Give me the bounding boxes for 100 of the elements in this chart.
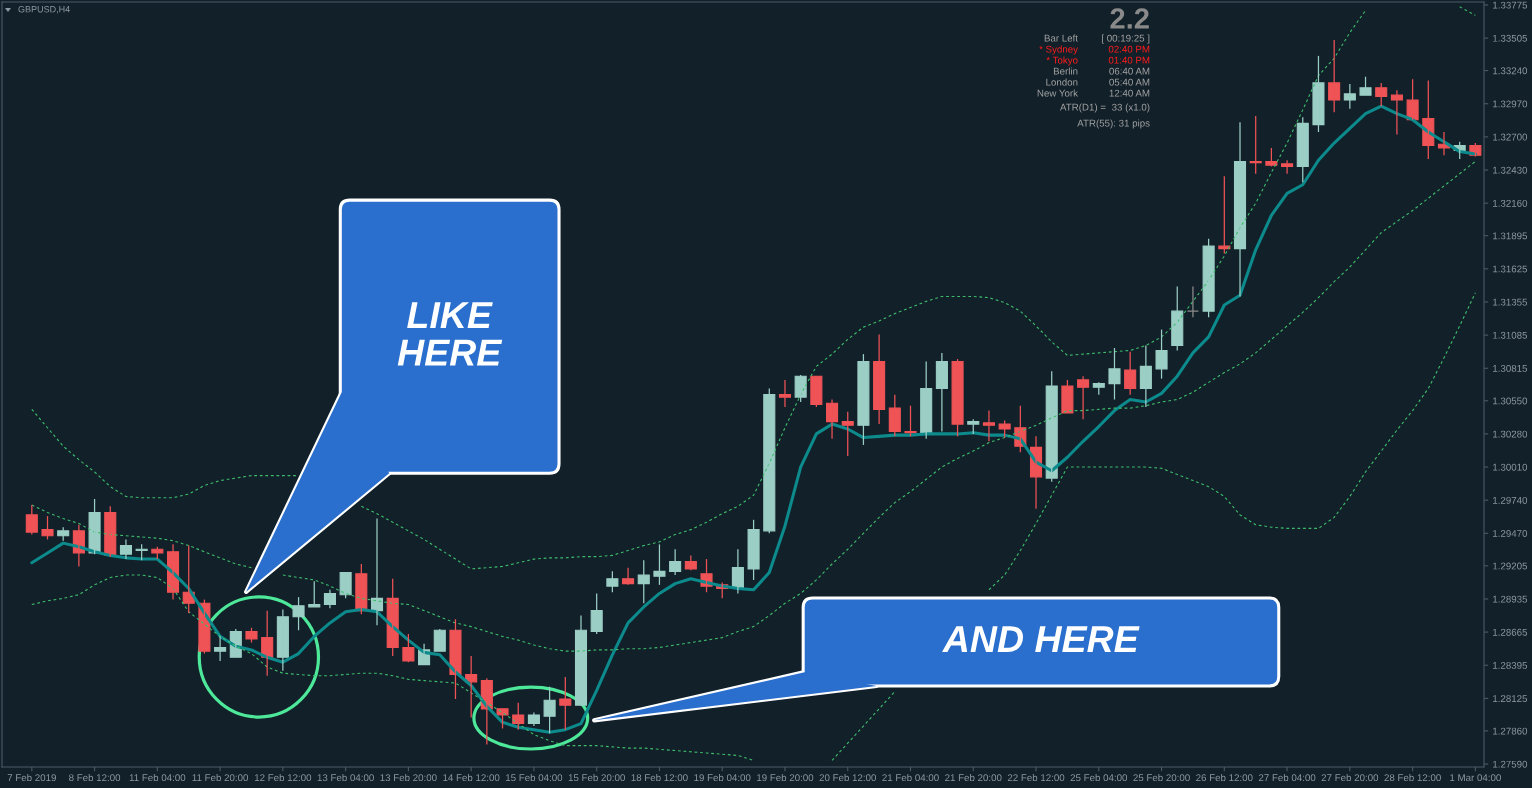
candlestick bbox=[1343, 83, 1356, 110]
candlestick bbox=[951, 358, 964, 437]
annotation: AND HERE bbox=[942, 626, 1140, 652]
candlestick bbox=[1265, 147, 1278, 167]
candlestick bbox=[1218, 175, 1231, 255]
y-tick-label: 1.29740 bbox=[1493, 496, 1528, 504]
candlestick bbox=[1186, 285, 1199, 318]
y-tick-label: 1.31625 bbox=[1493, 265, 1528, 273]
y-tick-label: 1.31085 bbox=[1493, 331, 1528, 339]
y-tick-label: 1.30815 bbox=[1493, 364, 1528, 372]
y-tick-label: 1.27860 bbox=[1493, 727, 1528, 735]
candlestick bbox=[763, 387, 776, 534]
x-tick-label: 19 Feb 04:00 bbox=[694, 773, 751, 782]
x-tick-label: 15 Feb 04:00 bbox=[506, 773, 563, 782]
x-tick-label: 19 Feb 20:00 bbox=[757, 773, 814, 782]
x-tick-label: 21 Feb 04:00 bbox=[882, 773, 939, 782]
x-tick-label: 18 Feb 12:00 bbox=[631, 773, 688, 782]
y-tick-label: 1.28935 bbox=[1493, 595, 1528, 603]
candlestick bbox=[1296, 116, 1309, 183]
candlestick bbox=[496, 708, 509, 730]
candlestick bbox=[449, 618, 462, 700]
candlestick bbox=[1108, 347, 1121, 401]
x-tick-label: 27 Feb 04:00 bbox=[1258, 773, 1316, 782]
candlestick bbox=[778, 379, 792, 408]
x-tick-label: 7 Feb 2019 bbox=[7, 773, 56, 782]
candlestick bbox=[292, 596, 305, 631]
candlestick bbox=[1124, 351, 1137, 396]
annotation: * Tokyo bbox=[1046, 56, 1078, 66]
candlestick bbox=[982, 409, 996, 442]
candlestick bbox=[653, 543, 666, 586]
candlestick bbox=[41, 515, 54, 541]
candlestick bbox=[841, 411, 854, 457]
y-tick-label: 1.32160 bbox=[1493, 199, 1528, 207]
y-tick-label: 1.28665 bbox=[1493, 628, 1528, 636]
candlestick bbox=[433, 628, 446, 652]
candlestick bbox=[1155, 328, 1168, 380]
candlestick bbox=[402, 633, 415, 663]
x-tick-label: 14 Feb 12:00 bbox=[443, 773, 500, 782]
candlestick bbox=[1281, 159, 1294, 175]
candlestick bbox=[810, 375, 823, 408]
x-tick-label: 26 Feb 12:00 bbox=[1196, 773, 1253, 782]
y-tick-label: 1.31895 bbox=[1493, 232, 1528, 240]
candlestick bbox=[1312, 55, 1325, 133]
x-tick-label: 25 Feb 04:00 bbox=[1070, 773, 1128, 782]
y-tick-label: 1.29470 bbox=[1493, 530, 1528, 537]
x-tick-label: 25 Feb 20:00 bbox=[1133, 773, 1190, 782]
candlestick bbox=[308, 580, 321, 608]
x-tick-label: 27 Feb 20:00 bbox=[1321, 773, 1379, 782]
x-tick-label: 1 Mar 04:00 bbox=[1450, 774, 1501, 782]
x-tick-label: 22 Feb 12:00 bbox=[1007, 773, 1065, 782]
x-tick-label: 21 Feb 20:00 bbox=[945, 773, 1002, 782]
candlestick bbox=[25, 504, 38, 536]
candlestick bbox=[1406, 78, 1419, 121]
candlestick bbox=[1375, 82, 1388, 107]
annotation: 05:40 AM bbox=[1109, 78, 1150, 86]
y-tick-label: 1.32430 bbox=[1493, 166, 1528, 174]
annotation: Bar Left bbox=[1044, 34, 1078, 42]
candlestick bbox=[606, 570, 619, 593]
candlestick bbox=[637, 559, 650, 604]
annotation: [ 00:19:25 ] bbox=[1102, 34, 1150, 44]
x-tick-label: 11 Feb 04:00 bbox=[129, 773, 186, 782]
x-tick-label: 15 Feb 20:00 bbox=[568, 773, 625, 782]
y-tick-label: 1.28125 bbox=[1493, 695, 1528, 703]
candlestick bbox=[590, 592, 603, 635]
annotation: 01:40 PM bbox=[1108, 56, 1150, 64]
y-tick-label: 1.32700 bbox=[1493, 133, 1528, 141]
candlestick bbox=[857, 353, 870, 446]
x-tick-label: 28 Feb 12:00 bbox=[1384, 773, 1441, 782]
annotation: 33 (x1.0) bbox=[1112, 103, 1150, 113]
y-tick-label: 1.27590 bbox=[1493, 760, 1528, 768]
candlestick bbox=[512, 702, 525, 731]
y-tick-label: 1.30280 bbox=[1493, 430, 1528, 438]
candlestick bbox=[888, 394, 901, 437]
y-tick-label: 1.33240 bbox=[1493, 67, 1528, 75]
annotation: 12:40 AM bbox=[1109, 89, 1150, 97]
candlestick bbox=[1061, 379, 1074, 414]
annotation: 2.2 bbox=[1110, 8, 1149, 29]
chart-title: GBPUSD,H4 bbox=[18, 6, 70, 14]
candlestick bbox=[559, 676, 572, 731]
candlestick bbox=[747, 519, 760, 581]
y-tick-label: 1.33775 bbox=[1493, 1, 1528, 9]
annotation: LIKE HERE bbox=[397, 302, 503, 366]
annotation: ATR(55): 31 pips bbox=[1077, 119, 1150, 129]
y-tick-label: 1.33505 bbox=[1493, 34, 1528, 42]
x-tick-label: 12 Feb 12:00 bbox=[254, 773, 312, 782]
x-tick-label: 11 Feb 20:00 bbox=[192, 773, 249, 782]
y-tick-label: 1.30550 bbox=[1493, 397, 1528, 405]
annotation: New York bbox=[1037, 89, 1079, 97]
candlestick bbox=[1328, 39, 1341, 113]
annotation: * Sydney bbox=[1039, 45, 1078, 55]
y-tick-label: 1.30010 bbox=[1493, 463, 1528, 471]
candlestick bbox=[1359, 76, 1372, 96]
y-tick-label: 1.31355 bbox=[1493, 298, 1528, 306]
annotation: 06:40 AM bbox=[1109, 67, 1150, 75]
candlestick bbox=[1202, 238, 1215, 318]
x-tick-label: 13 Feb 04:00 bbox=[317, 773, 374, 782]
annotation: ATR(D1) = bbox=[1060, 103, 1106, 113]
x-tick-label: 20 Feb 12:00 bbox=[819, 773, 877, 782]
y-tick-label: 1.32970 bbox=[1493, 100, 1528, 108]
y-tick-label: 1.28395 bbox=[1493, 661, 1528, 669]
